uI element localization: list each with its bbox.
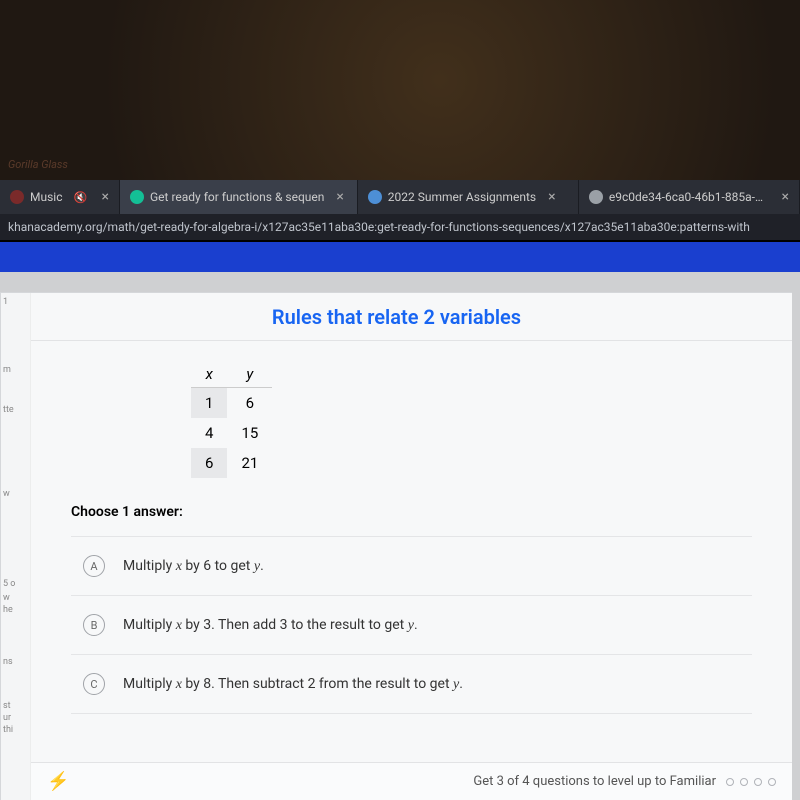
- tab-label: Get ready for functions & sequen: [150, 190, 324, 204]
- cell-y: 21: [227, 448, 272, 478]
- progress-dots: [726, 778, 776, 786]
- streak-icon[interactable]: ⚡: [47, 771, 69, 792]
- option-bubble: C: [83, 673, 105, 695]
- left-gutter: 1 m tte w 5 o w he ns st ur thi: [1, 293, 31, 800]
- url-text: khanacademy.org/math/get-ready-for-algeb…: [8, 220, 750, 234]
- panel-header: × Rules that relate 2 variables: [1, 293, 792, 341]
- cell-x: 4: [191, 418, 227, 448]
- ledge-text: tte: [1, 405, 31, 415]
- cell-y: 6: [227, 388, 272, 419]
- table-row: 1 6: [191, 388, 272, 419]
- close-icon[interactable]: ×: [102, 189, 109, 205]
- tab-music[interactable]: Music 🔇 ×: [0, 180, 120, 214]
- cell-y: 15: [227, 418, 272, 448]
- panel-body: x y 1 6 4 15 6 21: [31, 341, 792, 714]
- cell-x: 6: [191, 448, 227, 478]
- option-bubble: A: [83, 555, 105, 577]
- browser-tab-strip: Music 🔇 × Get ready for functions & sequ…: [0, 180, 800, 214]
- progress-dot: [768, 778, 776, 786]
- option-text: Multiply x by 8. Then subtract 2 from th…: [123, 676, 463, 693]
- table-row: 6 21: [191, 448, 272, 478]
- panel-title: Rules that relate 2 variables: [49, 305, 792, 329]
- answer-option-a[interactable]: A Multiply x by 6 to get y.: [71, 536, 752, 595]
- ledge-text: thi: [1, 725, 31, 735]
- close-icon[interactable]: ×: [548, 189, 555, 205]
- ledge-text: ur: [1, 713, 31, 723]
- option-text: Multiply x by 3. Then add 3 to the resul…: [123, 617, 418, 634]
- exercise-panel: 1 m tte w 5 o w he ns st ur thi × Rules …: [0, 292, 792, 800]
- tab-summer-assignments[interactable]: 2022 Summer Assignments ×: [358, 180, 579, 214]
- ledge-text: m: [1, 365, 31, 375]
- ledge-text: 5 o: [1, 579, 31, 589]
- answers-list: A Multiply x by 6 to get y. B Multiply x…: [71, 536, 752, 714]
- muted-icon: 🔇: [74, 191, 88, 204]
- col-header-y: y: [227, 361, 272, 388]
- answer-option-b[interactable]: B Multiply x by 3. Then add 3 to the res…: [71, 595, 752, 654]
- bezel-brand-text: Gorilla Glass: [8, 158, 68, 171]
- progress-dot: [754, 778, 762, 786]
- option-bubble: B: [83, 614, 105, 636]
- close-icon[interactable]: ×: [782, 189, 789, 205]
- browser-url-bar[interactable]: khanacademy.org/math/get-ready-for-algeb…: [0, 214, 800, 240]
- progress-dot: [740, 778, 748, 786]
- tab-hash-id[interactable]: e9c0de34-6ca0-46b1-885a-56eff ×: [579, 180, 800, 214]
- laptop-screen: Music 🔇 × Get ready for functions & sequ…: [0, 180, 800, 800]
- ledge-text: w: [1, 593, 31, 603]
- table-row: 4 15: [191, 418, 272, 448]
- option-text: Multiply x by 6 to get y.: [123, 558, 264, 575]
- ledge-text: ns: [1, 657, 31, 667]
- khan-favicon-icon: [130, 190, 144, 204]
- music-favicon-icon: [10, 190, 24, 204]
- content-area: 1 m tte w 5 o w he ns st ur thi × Rules …: [0, 272, 800, 800]
- data-table: x y 1 6 4 15 6 21: [191, 361, 272, 478]
- ledge-text: 1: [1, 297, 31, 307]
- ledge-text: w: [1, 489, 31, 499]
- ledge-text: st: [1, 701, 31, 711]
- cell-x: 1: [191, 388, 227, 419]
- close-icon[interactable]: ×: [336, 189, 343, 205]
- tab-label: Music: [30, 190, 62, 204]
- site-header-band: [0, 240, 800, 272]
- ledge-text: he: [1, 605, 31, 615]
- progress-dot: [726, 778, 734, 786]
- tab-label: 2022 Summer Assignments: [388, 190, 536, 204]
- col-header-x: x: [191, 361, 227, 388]
- generic-favicon-icon: [589, 190, 603, 204]
- choose-answer-label: Choose 1 answer:: [71, 504, 752, 520]
- answer-option-c[interactable]: C Multiply x by 8. Then subtract 2 from …: [71, 654, 752, 714]
- footer-progress-text: Get 3 of 4 questions to level up to Fami…: [473, 774, 716, 789]
- panel-footer: ⚡ Get 3 of 4 questions to level up to Fa…: [31, 762, 792, 800]
- assignments-favicon-icon: [368, 190, 382, 204]
- tab-khan-academy[interactable]: Get ready for functions & sequen ×: [120, 180, 358, 214]
- tab-label: e9c0de34-6ca0-46b1-885a-56eff: [609, 190, 770, 204]
